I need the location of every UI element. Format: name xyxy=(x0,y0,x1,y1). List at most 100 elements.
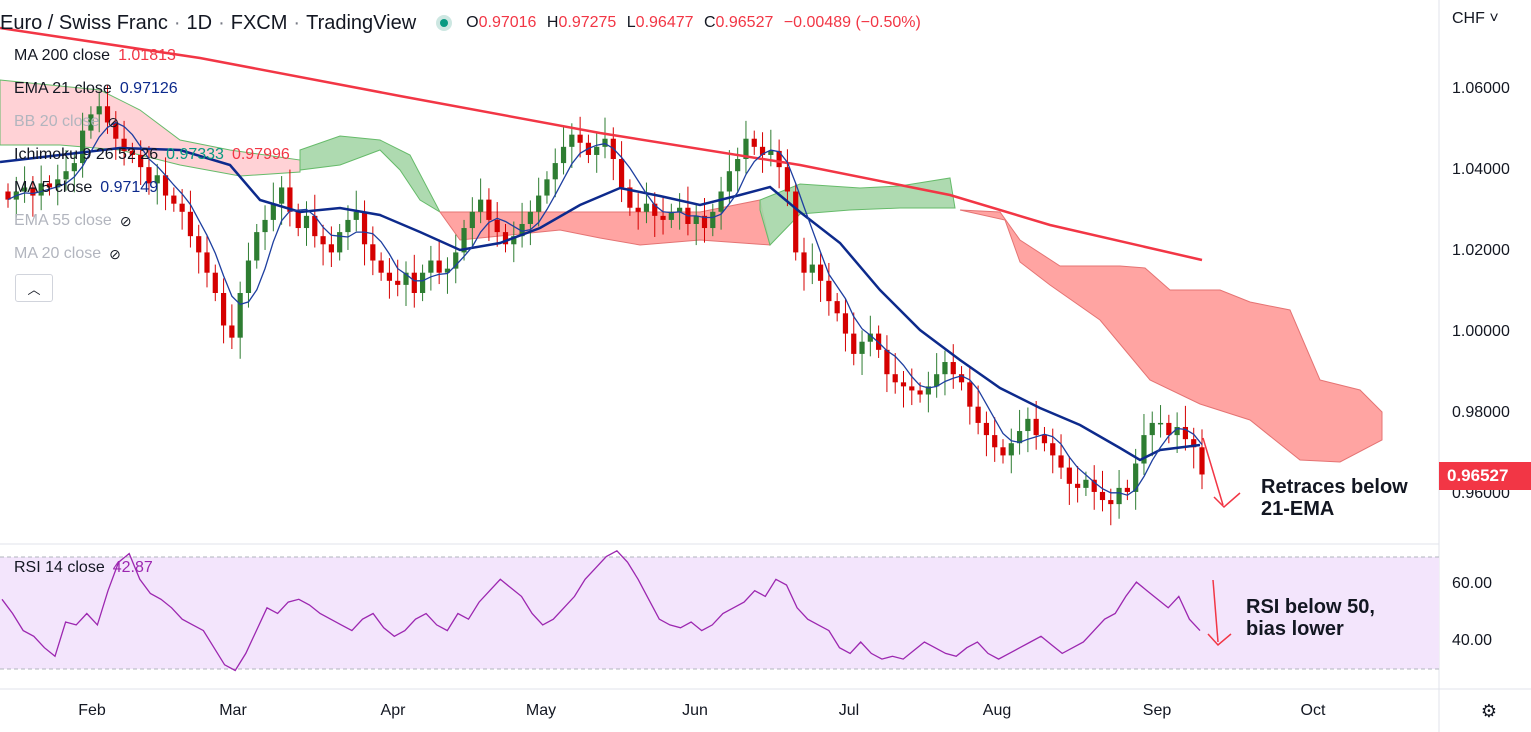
bearish-candle xyxy=(30,187,36,196)
bearish-candle xyxy=(992,435,998,448)
bullish-candle xyxy=(710,211,716,229)
bullish-candle xyxy=(262,219,268,233)
bearish-candle xyxy=(660,215,666,220)
bearish-candle xyxy=(5,191,11,200)
bearish-candle xyxy=(834,301,840,314)
bearish-candle xyxy=(1166,422,1172,436)
currency-selector[interactable]: CHF ˅ xyxy=(1452,10,1499,27)
bearish-candle xyxy=(900,382,907,387)
bullish-candle xyxy=(63,171,69,180)
bearish-candle xyxy=(320,236,326,245)
bearish-candle xyxy=(229,325,235,338)
bearish-candle xyxy=(958,374,965,383)
bullish-candle xyxy=(88,114,94,131)
legend-ichimoku[interactable]: Ichimoku 9 26 52 26 0.97333 0.97996 xyxy=(14,146,290,163)
bearish-candle xyxy=(361,211,368,245)
bearish-candle xyxy=(196,236,202,253)
time-tick: Sep xyxy=(1142,702,1172,719)
bearish-candle xyxy=(204,252,210,273)
open-value: 0.97016 xyxy=(478,14,537,31)
bearish-candle xyxy=(1033,418,1039,436)
bearish-candle xyxy=(776,150,782,168)
price-tick: 1.04000 xyxy=(1452,161,1510,178)
bullish-candle xyxy=(768,150,774,155)
bearish-candle xyxy=(378,260,384,273)
ema21-value: 0.97126 xyxy=(119,80,178,97)
ema21-line xyxy=(0,146,1201,462)
bullish-candle xyxy=(1157,422,1164,425)
time-tick: May xyxy=(525,702,557,719)
interval[interactable]: 1D xyxy=(186,11,213,34)
rsi-tick: 60.00 xyxy=(1452,575,1493,592)
time-tick: Jul xyxy=(838,702,860,719)
eye-hidden-icon[interactable]: ⊘ xyxy=(107,113,120,130)
bullish-candle xyxy=(453,252,459,269)
bullish-candle xyxy=(668,211,674,220)
legend-rsi[interactable]: RSI 14 close 42.87 xyxy=(14,559,153,576)
eye-hidden-icon[interactable]: ⊘ xyxy=(109,245,121,262)
ma5-line xyxy=(7,121,1203,496)
bearish-candle xyxy=(967,382,973,407)
last-price-label: 0.96527 xyxy=(1439,462,1531,490)
bearish-candle xyxy=(1199,447,1205,475)
bearish-candle xyxy=(46,183,53,188)
bullish-candle xyxy=(1133,463,1139,492)
bullish-candle xyxy=(478,199,484,212)
bearish-candle xyxy=(287,187,293,212)
bullish-candle xyxy=(254,232,260,261)
legend-ma200[interactable]: MA 200 close 1.01813 xyxy=(14,47,176,64)
ichimoku-cloud-bullish xyxy=(299,135,442,214)
change-value: −0.00489 (−0.50%) xyxy=(783,14,921,31)
bullish-candle xyxy=(428,260,434,273)
eye-hidden-icon[interactable]: ⊘ xyxy=(119,212,132,229)
bearish-candle xyxy=(328,244,334,253)
bullish-candle xyxy=(536,195,542,212)
bearish-candle xyxy=(793,191,799,253)
time-tick: Mar xyxy=(219,702,247,719)
annotation-arrow xyxy=(1202,437,1224,506)
bullish-candle xyxy=(237,293,243,338)
rsi-line xyxy=(1,549,1201,672)
bullish-candle xyxy=(419,272,426,293)
legend-ma20[interactable]: MA 20 close ⊘ xyxy=(14,245,121,262)
collapse-legend-button[interactable]: ︿ xyxy=(15,274,53,302)
bullish-candle xyxy=(270,203,276,220)
bearish-candle xyxy=(494,219,500,233)
bullish-candle xyxy=(38,183,44,196)
time-tick: Aug xyxy=(982,702,1012,719)
bullish-candle xyxy=(461,228,467,253)
symbol-header[interactable]: Euro / Swiss Franc · 1D · FXCM · Trading… xyxy=(0,10,927,36)
bearish-candle xyxy=(784,167,791,192)
price-tick: 0.98000 xyxy=(1452,404,1510,421)
bearish-candle xyxy=(701,215,708,229)
bullish-candle xyxy=(469,211,475,229)
price-tick: 1.06000 xyxy=(1452,80,1510,97)
bullish-candle xyxy=(511,236,517,245)
bullish-candle xyxy=(1008,443,1014,456)
legend-bb20[interactable]: BB 20 close ⊘ xyxy=(14,113,120,130)
bearish-candle xyxy=(652,203,658,216)
legend-ema55[interactable]: EMA 55 close ⊘ xyxy=(14,212,132,229)
bullish-candle xyxy=(726,171,732,192)
chevron-down-icon: ˅ xyxy=(1484,10,1499,27)
bearish-candle xyxy=(1000,447,1006,456)
bullish-candle xyxy=(1174,426,1180,436)
bearish-candle xyxy=(851,333,857,354)
bullish-candle xyxy=(560,146,567,164)
legend-ema21[interactable]: EMA 21 close 0.97126 xyxy=(14,80,178,97)
bullish-candle xyxy=(1025,418,1031,432)
bullish-candle xyxy=(934,374,940,387)
bearish-candle xyxy=(842,313,849,334)
gear-icon[interactable]: ⚙ xyxy=(1480,700,1498,721)
bullish-candle xyxy=(1116,487,1122,505)
bearish-candle xyxy=(1191,439,1197,448)
bullish-candle xyxy=(735,159,741,172)
bullish-candle xyxy=(71,163,77,172)
annotation-arrowhead xyxy=(1207,633,1232,647)
ichimoku-cloud-bearish xyxy=(959,209,1383,463)
bullish-candle xyxy=(743,138,749,160)
bullish-candle xyxy=(80,130,86,164)
legend-ma5[interactable]: MA 5 close 0.97149 xyxy=(14,179,159,196)
